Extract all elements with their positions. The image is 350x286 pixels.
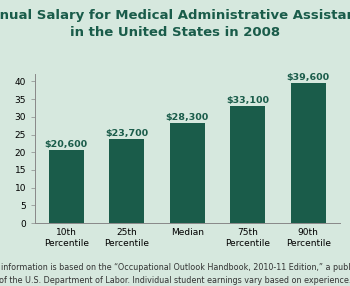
Text: $23,700: $23,700	[105, 129, 148, 138]
Bar	[109, 139, 144, 223]
Text: $39,600: $39,600	[287, 73, 330, 82]
Text: $28,300: $28,300	[166, 113, 209, 122]
Bar	[230, 106, 265, 223]
Text: Annual Salary for Medical Administrative Assistants
in the United States in 2008: Annual Salary for Medical Administrative…	[0, 9, 350, 39]
Text: $33,100: $33,100	[226, 96, 269, 105]
Bar	[170, 123, 205, 223]
Bar	[290, 83, 326, 223]
Bar	[49, 150, 84, 223]
Text: Salary information is based on the “Occupational Outlook Handbook, 2010-11 Editi: Salary information is based on the “Occu…	[0, 263, 350, 285]
Text: $20,600: $20,600	[45, 140, 88, 149]
